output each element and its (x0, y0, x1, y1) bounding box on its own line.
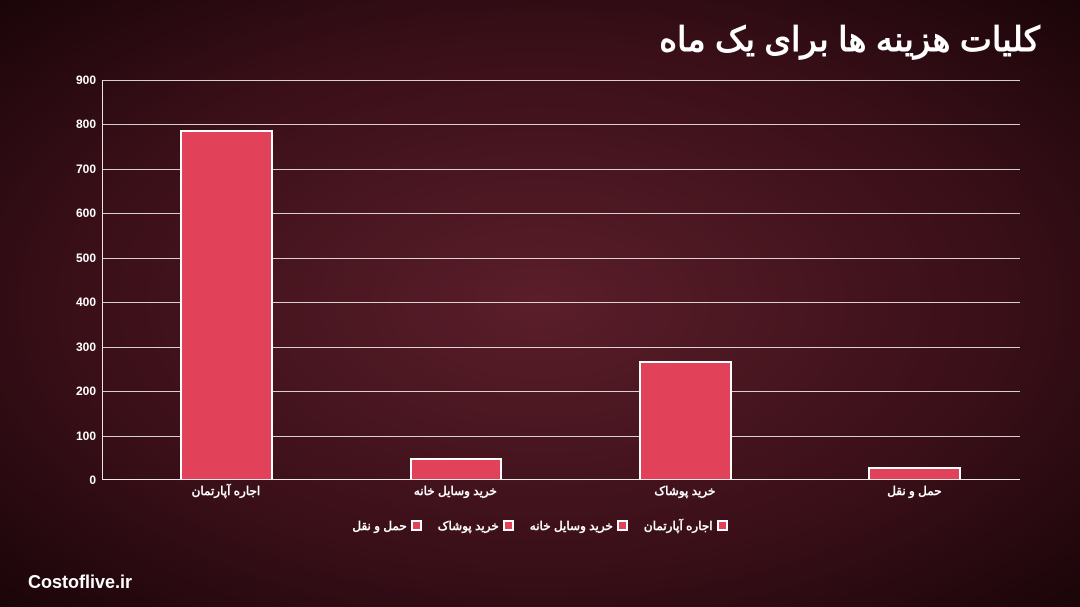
bar (639, 361, 732, 479)
x-axis-label: خرید وسایل خانه (350, 484, 561, 498)
watermark: Costoflive.ir (28, 572, 132, 593)
legend-swatch (503, 520, 514, 531)
chart-area: 0100200300400500600700800900 اجاره آپارت… (60, 80, 1020, 510)
x-axis-label: حمل و نقل (809, 484, 1020, 498)
y-tick-label: 700 (60, 162, 96, 176)
bar-slot (809, 80, 1020, 479)
legend-swatch (717, 520, 728, 531)
bar (410, 458, 503, 479)
legend-item: حمل و نقل (352, 519, 421, 533)
legend-label: خرید وسایل خانه (530, 519, 613, 533)
y-tick-label: 800 (60, 117, 96, 131)
x-axis-labels: اجاره آپارتمان خرید وسایل خانه خرید پوشاک ح… (102, 484, 1020, 504)
legend-item: خرید وسایل خانه (530, 519, 628, 533)
legend-swatch (617, 520, 628, 531)
y-axis: 0100200300400500600700800900 (60, 80, 102, 480)
legend-swatch (411, 520, 422, 531)
y-tick-label: 900 (60, 73, 96, 87)
x-axis-label: خرید پوشاک (579, 484, 790, 498)
bar-slot (580, 80, 791, 479)
x-axis-label: اجاره آپارتمان (120, 484, 331, 498)
y-tick-label: 200 (60, 384, 96, 398)
y-tick-label: 600 (60, 206, 96, 220)
legend-item: اجاره آپارتمان (644, 519, 728, 533)
y-tick-label: 100 (60, 429, 96, 443)
legend-item: خرید پوشاک (438, 519, 514, 533)
bar-slot (121, 80, 332, 479)
bar-slot (351, 80, 562, 479)
y-tick-label: 0 (60, 473, 96, 487)
bar (868, 467, 961, 479)
legend-label: خرید پوشاک (438, 519, 499, 533)
legend-label: حمل و نقل (352, 519, 406, 533)
legend-label: اجاره آپارتمان (644, 519, 713, 533)
bar (180, 130, 273, 479)
y-tick-label: 500 (60, 251, 96, 265)
plot-area (102, 80, 1020, 480)
y-tick-label: 400 (60, 295, 96, 309)
legend: اجاره آپارتمان خرید وسایل خانه خرید پوشاک ح… (0, 518, 1080, 536)
chart-title: کلیات هزینه ها برای یک ماه (659, 20, 1040, 60)
y-tick-label: 300 (60, 340, 96, 354)
